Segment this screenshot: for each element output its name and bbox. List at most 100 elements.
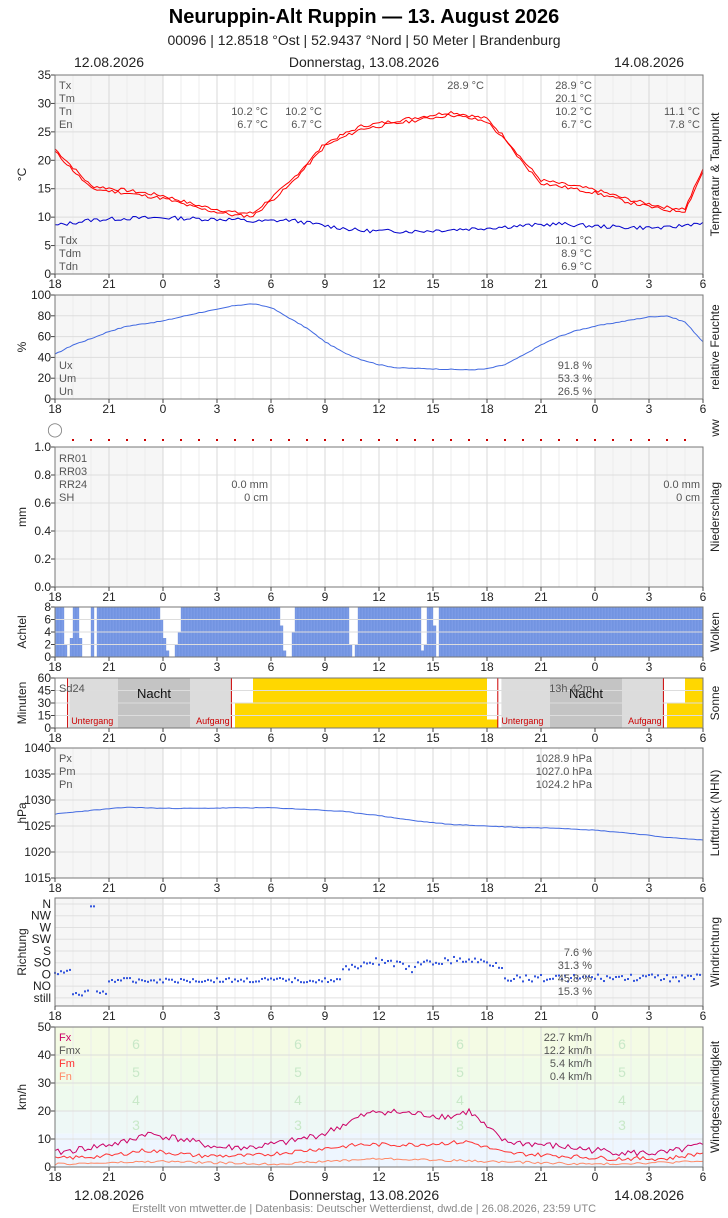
wind-gust-line: [54, 1107, 704, 1157]
wind-dir-point: [336, 978, 338, 981]
temp-annotation: 10.2 °C: [231, 106, 268, 118]
ww-dot: [576, 439, 578, 441]
wind-dir-point: [291, 981, 293, 984]
ws-xtick-label: 3: [646, 1170, 653, 1184]
beaufort-label: 6: [618, 1036, 626, 1052]
temp-xtick-label: 21: [534, 277, 548, 291]
wind-dir-point: [216, 977, 218, 980]
pr-xtick-label: 21: [534, 590, 548, 604]
wind-dir-point: [123, 977, 125, 980]
wind-dir-point: [594, 977, 596, 980]
wind-dir-point: [492, 964, 494, 967]
temp-annotation: 7.8 °C: [669, 119, 700, 131]
hum-stat-value: 26.5 %: [558, 386, 592, 398]
temp-legend-item: Tx: [59, 80, 72, 92]
hum-stat-value: 91.8 %: [558, 360, 592, 372]
wd-category-label: N: [42, 897, 51, 911]
wind-dir-point: [501, 967, 503, 970]
temp-annotation: 11.1 °C: [664, 106, 700, 118]
pp-ytick-label: 1030: [24, 793, 51, 807]
ww-circle-icon: ◯: [47, 421, 63, 438]
date-right: 14.08.2026: [614, 54, 685, 70]
wind-dir-point: [171, 978, 173, 981]
wind-dir-point: [162, 981, 164, 984]
wind-dir-point: [462, 960, 464, 963]
wind-dir-point: [402, 962, 404, 965]
wind-dir-point: [672, 976, 674, 979]
sun-xtick-label: 0: [160, 731, 167, 745]
wind-dir-point: [168, 978, 170, 981]
wind-dir-point: [591, 976, 593, 979]
station-info: 00096 | 12.8518 °Ost | 52.9437 °Nord | 5…: [167, 32, 561, 48]
cl-ytick-label: 6: [44, 613, 51, 627]
pp-ylabel: hPa: [15, 802, 29, 824]
wind-dir-point: [207, 978, 209, 981]
night-label: Nacht: [137, 686, 171, 701]
wd-category-label: W: [40, 920, 52, 934]
wind-dir-point: [84, 990, 86, 993]
wind-dir-point: [153, 979, 155, 982]
wind-dir-point: [360, 965, 362, 968]
temp-ytick-label: 20: [38, 153, 52, 167]
wind-dir-point: [504, 977, 506, 980]
wind-dir-point: [453, 955, 455, 958]
wind-dir-point: [597, 973, 599, 976]
ws-xtick-label: 21: [534, 1170, 548, 1184]
wd-xtick-label: 21: [534, 1009, 548, 1023]
wind-dir-point: [57, 973, 59, 976]
precip-annotation: 0.0 mm: [231, 479, 268, 491]
sun-bar: [487, 719, 498, 728]
ww-dot: [234, 439, 236, 441]
ws-stat-value: 12.2 km/h: [544, 1045, 592, 1057]
wind-dir-point: [318, 979, 320, 982]
sun-xtick-label: 12: [372, 731, 386, 745]
wind-dir-point: [663, 978, 665, 981]
wind-dir-point: [651, 973, 653, 976]
pr-xtick-label: 18: [48, 590, 62, 604]
pr-legend-item: RR24: [59, 479, 87, 491]
wind-dir-point: [267, 978, 269, 981]
temp-legend-item: Tn: [59, 106, 72, 118]
wind-dir-point: [273, 978, 275, 981]
temp-stat-value: 10.2 °C: [555, 106, 592, 118]
hum-xtick-label: 21: [102, 402, 116, 416]
hum-xtick-label: 18: [48, 402, 62, 416]
wind-dir-point: [240, 978, 242, 981]
hum-ytick-label: 80: [38, 309, 52, 323]
temp-annotation: 6.7 °C: [291, 119, 322, 131]
wind-dir-point: [120, 979, 122, 982]
wind-dir-point: [213, 981, 215, 984]
pp-legend-item: Px: [59, 753, 72, 765]
wd-side-label: Windrichtung: [708, 917, 722, 987]
wd-ylabel: Richtung: [15, 928, 29, 975]
wind-dir-point: [63, 971, 65, 974]
wind-dir-point: [195, 980, 197, 983]
ww-dot: [270, 439, 272, 441]
sunrise-label: Aufgang: [628, 716, 662, 726]
temp-xtick-label: 6: [700, 277, 707, 291]
wind-dir-point: [684, 976, 686, 979]
beaufort-label: 5: [294, 1064, 302, 1080]
wind-dir-point: [69, 968, 71, 971]
pr-xtick-label: 18: [480, 590, 494, 604]
wind-dir-point: [369, 961, 371, 964]
sun-ylabel: Minuten: [15, 682, 29, 725]
wind-dir-point: [603, 980, 605, 983]
wind-dir-point: [90, 905, 92, 908]
wind-dir-point: [261, 977, 263, 980]
ws-xtick-label: 0: [592, 1170, 599, 1184]
pp-ytick-label: 1015: [24, 871, 51, 885]
hum-ytick-label: 60: [38, 330, 52, 344]
wind-dir-point: [192, 978, 194, 981]
hum-legend-item: Ux: [59, 360, 73, 372]
beaufort-label: 3: [294, 1117, 302, 1133]
ws-ytick-label: 30: [38, 1076, 52, 1090]
wind-min-line: [54, 1157, 704, 1166]
wind-dir-point: [378, 963, 380, 966]
hum-side-label: relative Feuchte: [708, 304, 722, 390]
wind-dir-point: [540, 973, 542, 976]
wind-dir-point: [561, 978, 563, 981]
wind-dir-point: [444, 957, 446, 960]
wind-dir-point: [636, 979, 638, 982]
wd-stat-value: 15.3 %: [558, 986, 592, 998]
